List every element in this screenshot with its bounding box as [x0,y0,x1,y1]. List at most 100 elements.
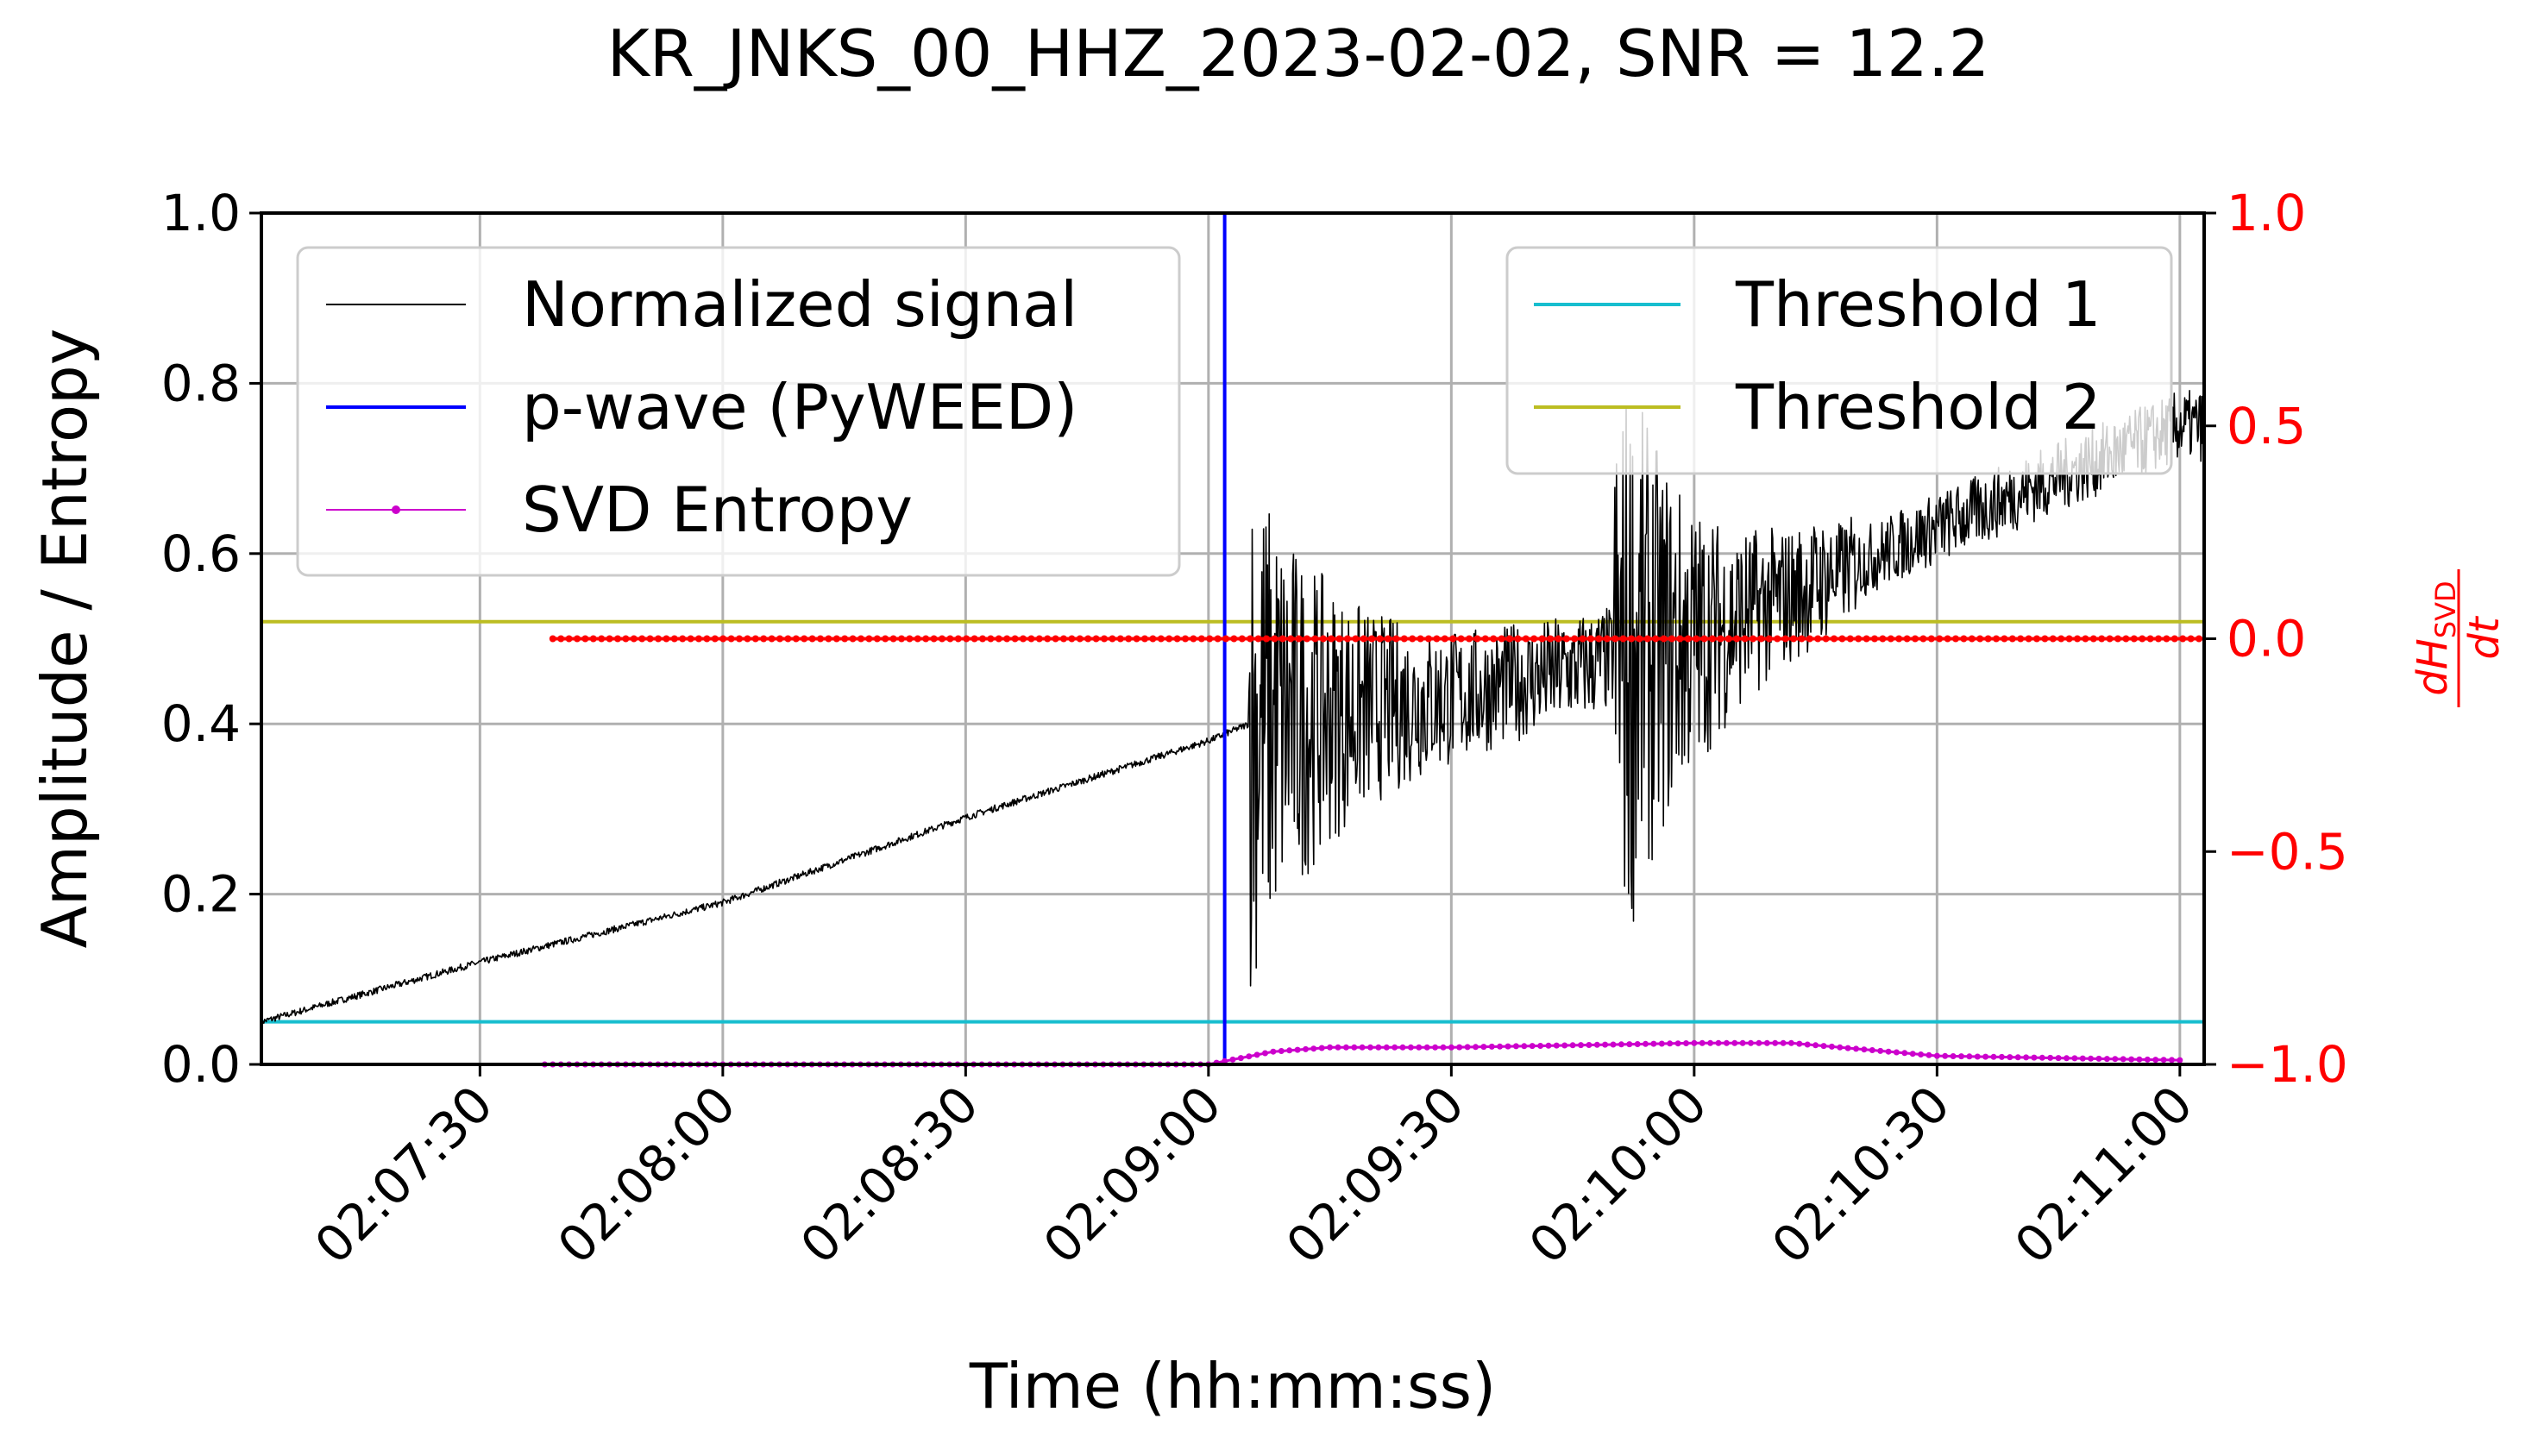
svd-entropy-point [1998,1053,2005,1060]
dh-dt-point [792,635,800,643]
dh-dt-point [1409,635,1417,643]
dh-dt-point [719,635,727,643]
dh-dt-point [1822,635,1830,643]
dh-dt-point [801,635,808,643]
dh-dt-point [1141,635,1148,643]
dh-dt-point [1879,635,1887,643]
dh-dt-point [1717,635,1724,643]
svd-entropy-point [1796,1040,1803,1047]
y-tick-label: 0.2 [161,865,241,924]
dh-dt-point [1457,635,1465,643]
dh-dt-point [1304,635,1310,643]
svd-entropy-point [1262,1050,1268,1057]
dh-dt-point [1222,635,1229,643]
dh-dt-point [1481,635,1489,643]
dh-dt-point [906,635,914,643]
svd-entropy-point [1586,1042,1593,1048]
legend-left: Normalized signal p-wave (PyWEED) SVD Entr… [296,246,1181,577]
svd-entropy-point [2031,1054,2038,1061]
dh-dt-point [1490,635,1498,643]
dh-dt-point [1693,635,1700,643]
dh-dt-point [849,635,857,643]
dh-dt-point [2114,635,2121,643]
dh-dt-point [2146,635,2154,643]
dh-dt-point [557,635,565,643]
x-tick-label: 02:10:30 [1761,1075,1961,1275]
svd-entropy-point [2055,1055,2062,1062]
dh-dt-point [1814,635,1822,643]
dh-dt-point [1700,635,1708,643]
dh-dt-point [1595,635,1603,643]
dh-dt-point [2098,635,2106,643]
dh-dt-point [2049,635,2057,643]
dh-dt-point [1295,635,1303,643]
svd-entropy-point [1909,1051,1916,1057]
dh-dt-point [1498,635,1505,643]
svd-entropy-point [1578,1042,1584,1049]
dh-dt-point [1781,635,1789,643]
dh-dt-point [1895,635,1903,643]
dh-dt-point [1385,635,1392,643]
dh-dt-point [1247,635,1254,643]
svd-entropy-point [1731,1039,1738,1046]
dh-dt-point [1530,635,1538,643]
dh-dt-point [1936,635,1944,643]
dh-dt-point [1831,635,1838,643]
dh-dt-point [687,635,694,643]
dh-dt-point [987,635,995,643]
dh-dt-point [2041,635,2049,643]
dh-dt-point [1757,635,1765,643]
dh-dt-point [760,635,768,643]
dh-dt-point [598,635,606,643]
dh-dt-point [622,635,630,643]
y-tick-label: 0.8 [161,354,241,412]
dh-dt-point [1684,635,1692,643]
dh-dt-point [1173,635,1181,643]
dh-dt-point [1328,635,1335,643]
svd-entropy-point [2136,1056,2143,1063]
svd-entropy-point [1407,1044,1414,1051]
dh-dt-point [1514,635,1522,643]
dh-dt-point [1765,635,1773,643]
dh-dt-point [727,635,735,643]
dh-dt-point [1960,635,1968,643]
dh-dt-point [1473,635,1481,643]
y-axis-label: Amplitude / Entropy [28,329,101,949]
dh-dt-point [1368,635,1376,643]
dh-dt-point [2025,635,2032,643]
dh-dt-point [1376,635,1384,643]
dh-dt-point [565,635,573,643]
dh-dt-point [1011,635,1019,643]
svd-entropy-point [1982,1053,1989,1060]
dh-dt-point [2033,635,2040,643]
dh-dt-point [1846,635,1854,643]
dh-dt-point [914,635,921,643]
dh-dt-point [1125,635,1133,643]
svd-entropy-point [1392,1044,1398,1051]
dh-dt-point [946,635,954,643]
dh-dt-point [1636,635,1643,643]
x-tick-label: 02:09:00 [1032,1075,1232,1275]
dh-dt-point [1587,635,1594,643]
dh-dt-point [1003,635,1011,643]
svd-entropy-point [1723,1039,1730,1046]
dh-dt-point [2139,635,2146,643]
svd-entropy-point [1399,1044,1406,1051]
legend-left-label: SVD Entropy [522,474,913,546]
dh-dt-point [954,635,962,643]
dh-dt-point [882,635,889,643]
svd-entropy-point [1853,1045,1859,1052]
svd-entropy-point [1480,1044,1487,1051]
dh-dt-point [1278,635,1286,643]
dh-dt-point [711,635,719,643]
x-axis-label: Time (hh:mm:ss) [969,1350,1496,1422]
dh-dt-point [736,635,743,643]
dh-dt-point [808,635,816,643]
dh-dt-point [1417,635,1424,643]
dh-dt-point [898,635,905,643]
dh-dt-point [1214,635,1222,643]
dh-dt-point [2196,635,2202,643]
y-tick-label: 1.0 [161,184,241,242]
dh-dt-point [2074,635,2081,643]
